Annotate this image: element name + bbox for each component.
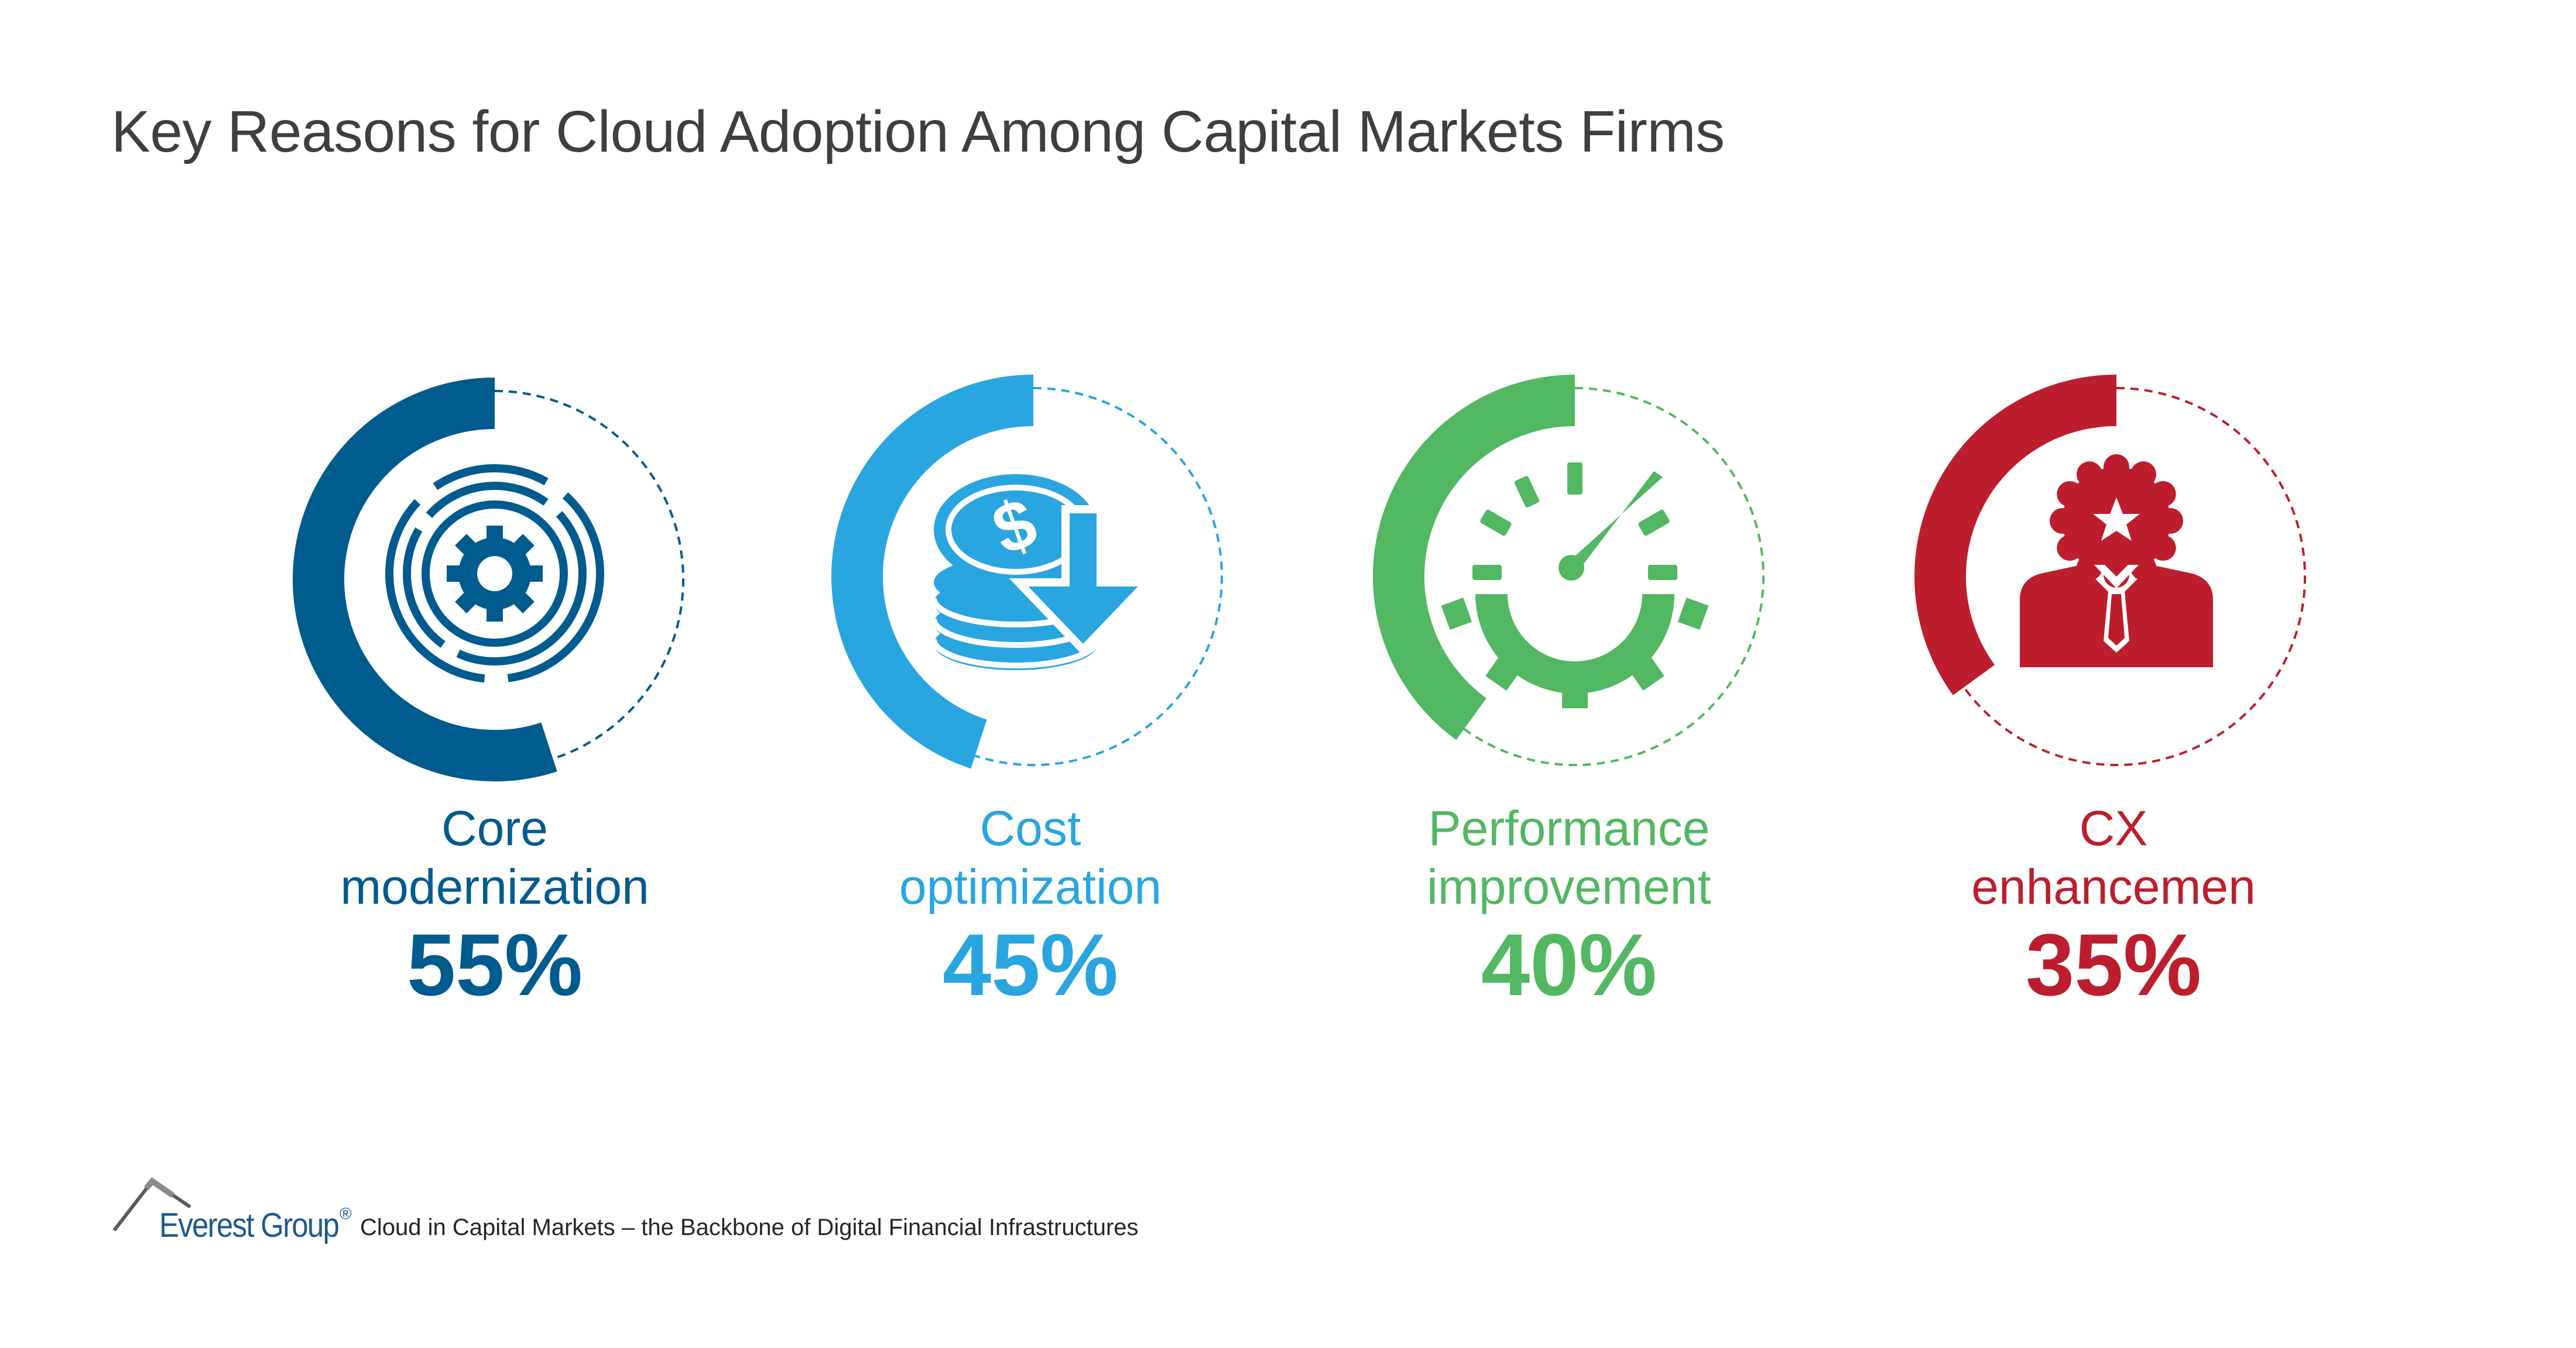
gauge-remainder-track [974, 387, 1224, 766]
everest-group-logo-icon [112, 1177, 191, 1232]
gauge-remainder-track [494, 390, 684, 760]
category-label-line1: Performance [1428, 801, 1710, 856]
gauge-value-arc [293, 378, 557, 781]
category-label-performance-improvement: Performance improvement [1364, 799, 1774, 916]
person-badge-icon [2020, 454, 2213, 667]
category-label-cx-enhancement: CX enhancemen [1909, 799, 2318, 916]
category-label-core-modernization: Core modernization [290, 799, 700, 916]
category-label-line1: CX [2079, 801, 2148, 856]
category-label-line2: modernization [340, 859, 649, 914]
category-label-line1: Core [441, 801, 549, 856]
category-label-line1: Cost [979, 801, 1081, 856]
speedometer-gear-icon [1441, 462, 1709, 708]
gauge-value-arc [831, 375, 1034, 769]
footer-registered-mark: ® [340, 1205, 352, 1223]
category-label-line2: enhancemen [1971, 859, 2256, 914]
footer-source-text: Cloud in Capital Markets – the Backbone … [360, 1215, 1139, 1240]
gauge-value-arc [1914, 375, 2117, 695]
value-label-cx-enhancement: 35% [2025, 915, 2202, 1014]
category-label-line2: improvement [1427, 859, 1711, 914]
page-title: Key Reasons for Cloud Adoption Among Cap… [111, 99, 1725, 164]
category-label-line2: optimization [899, 859, 1162, 914]
gauge-remainder-track [1962, 387, 2306, 766]
value-label-performance-improvement: 40% [1481, 915, 1657, 1014]
value-label-cost-optimization: 45% [942, 915, 1119, 1014]
coins-down-arrow-icon: $ [931, 474, 1157, 670]
value-label-core-modernization: 55% [406, 915, 583, 1014]
category-label-cost-optimization: Cost optimization [825, 799, 1235, 916]
gear-icon [385, 464, 604, 683]
gauge-remainder-track [1463, 387, 1765, 766]
footer-brand: Everest Group [159, 1206, 340, 1244]
gauge-value-arc [1373, 375, 1575, 740]
